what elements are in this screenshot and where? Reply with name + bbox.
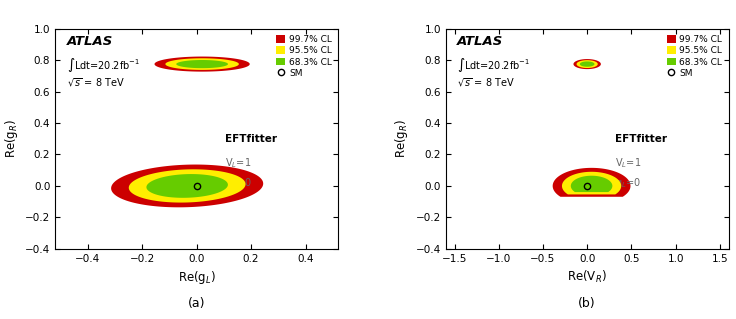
Text: V$_{R}$=0: V$_{R}$=0 <box>225 176 252 190</box>
Y-axis label: Re(g$_{R}$): Re(g$_{R}$) <box>393 119 410 158</box>
Y-axis label: Re(g$_{R}$): Re(g$_{R}$) <box>2 119 20 158</box>
Legend: 99.7% CL, 95.5% CL, 68.3% CL, SM: 99.7% CL, 95.5% CL, 68.3% CL, SM <box>665 33 724 80</box>
Polygon shape <box>166 58 239 70</box>
Polygon shape <box>573 59 601 69</box>
Polygon shape <box>129 169 246 203</box>
Polygon shape <box>177 60 228 68</box>
Text: ATLAS: ATLAS <box>457 35 503 48</box>
Text: (b): (b) <box>578 297 596 310</box>
Polygon shape <box>155 56 250 72</box>
Text: V$_{L}$=1: V$_{L}$=1 <box>225 156 251 170</box>
Polygon shape <box>571 176 612 192</box>
Text: EFTfitter: EFTfitter <box>615 134 668 145</box>
Text: $\int$Ldt=20.2fb$^{-1}$: $\int$Ldt=20.2fb$^{-1}$ <box>66 56 140 74</box>
Polygon shape <box>576 60 598 68</box>
X-axis label: Re(g$_{L}$): Re(g$_{L}$) <box>177 269 216 286</box>
Text: $\sqrt{s}$ = 8 TeV: $\sqrt{s}$ = 8 TeV <box>66 76 124 89</box>
X-axis label: Re(V$_{R}$): Re(V$_{R}$) <box>567 269 607 285</box>
Polygon shape <box>580 62 595 67</box>
Polygon shape <box>562 172 621 194</box>
Text: (a): (a) <box>188 297 205 310</box>
Text: V$_{L}$=1: V$_{L}$=1 <box>615 156 642 170</box>
Text: $\int$Ldt=20.2fb$^{-1}$: $\int$Ldt=20.2fb$^{-1}$ <box>457 56 530 74</box>
Text: ATLAS: ATLAS <box>66 35 113 48</box>
Polygon shape <box>553 168 631 197</box>
Text: $\sqrt{s}$ = 8 TeV: $\sqrt{s}$ = 8 TeV <box>457 76 515 89</box>
Polygon shape <box>146 174 228 198</box>
Text: g$_{L}$=0: g$_{L}$=0 <box>615 176 642 190</box>
Text: EFTfitter: EFTfitter <box>225 134 277 145</box>
Polygon shape <box>111 165 263 207</box>
Legend: 99.7% CL, 95.5% CL, 68.3% CL, SM: 99.7% CL, 95.5% CL, 68.3% CL, SM <box>275 33 333 80</box>
